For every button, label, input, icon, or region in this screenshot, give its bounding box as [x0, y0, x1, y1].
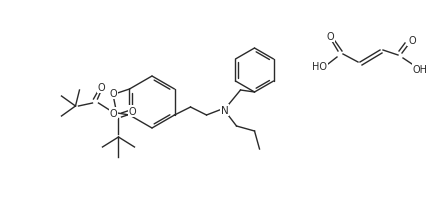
Text: HO: HO — [312, 62, 327, 72]
Text: O: O — [326, 32, 334, 42]
Text: OH: OH — [412, 65, 427, 75]
Text: O: O — [97, 83, 105, 93]
Text: O: O — [110, 89, 117, 99]
Text: O: O — [110, 109, 117, 118]
Text: O: O — [128, 106, 136, 116]
Text: O: O — [408, 36, 416, 46]
Text: N: N — [221, 105, 229, 115]
